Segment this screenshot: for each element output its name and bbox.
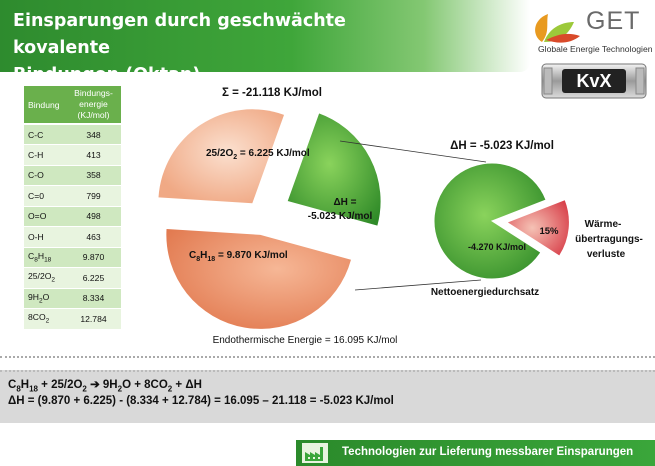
bond-name-cell: 25/2O2 (24, 267, 66, 289)
table-row: 9H2O 8.334 (24, 288, 121, 309)
slice-label-loss: 15% (539, 226, 559, 237)
pie-slice-loss (507, 200, 569, 256)
chart2-title: ΔH = -5.023 KJ/mol (450, 140, 554, 152)
table-row: 8CO2 12.784 (24, 308, 121, 330)
slice-label-dh-line1: ΔH = (333, 197, 356, 208)
pie-slice-o2 (158, 109, 285, 204)
kvx-badge-label: KvX (576, 71, 611, 91)
bond-name-cell: O=O (24, 206, 66, 227)
factory-icon (302, 443, 328, 463)
slice-label-octane: C8H18 = 9.870 KJ/mol (189, 250, 288, 263)
side-label-line1: Wärme- (585, 219, 622, 230)
bond-energy-cell: 498 (66, 206, 121, 227)
bond-energy-cell: 12.784 (66, 308, 121, 330)
table-row: C-O 358 (24, 165, 121, 186)
table-row: 25/2O2 6.225 (24, 267, 121, 289)
table-row: C=0 799 (24, 185, 121, 207)
bond-energy-cell: 8.334 (66, 288, 121, 309)
chart1-caption: Endothermische Energie = 16.095 KJ/mol (213, 335, 398, 346)
bond-energy-table: Bindung Bindungs- energie (KJ/mol) C-C 34… (24, 86, 121, 330)
bond-name-cell: C-C (24, 124, 66, 145)
pie-slice-net (433, 162, 547, 280)
bond-name-cell: C-O (24, 165, 66, 186)
bond-table-body: C-C 348 C-H 413 C-O 358 C=0 799 O=O 498 O-H 463 C8H1… (24, 124, 121, 330)
footer-bar: Technologien zur Lieferung messbarer Ein… (296, 440, 655, 466)
connector-line-top (339, 140, 487, 163)
pie-slice-octane (166, 228, 352, 329)
bond-name-cell: C-H (24, 144, 66, 166)
page-title: Einsparungen durch geschwächte kovalente… (13, 8, 433, 89)
bond-name-cell: 9H2O (24, 288, 66, 309)
get-leaf-logo-icon (535, 14, 580, 43)
table-header-row: Bindung Bindungs- energie (KJ/mol) (24, 86, 121, 125)
table-row: O=O 498 (24, 206, 121, 227)
side-label-line2: übertragungs- (575, 234, 643, 245)
slice-label-net: -4.270 KJ/mol (468, 242, 526, 252)
bond-energy-cell: 9.870 (66, 247, 121, 268)
logo-brand: GET (586, 7, 641, 35)
kvx-badge-icon: KvX (541, 63, 647, 99)
energy-pie-charts: Σ = -21.118 KJ/mol 25/2O2 = 6.225 KJ/mol… (158, 87, 643, 346)
table-row: O-H 463 (24, 226, 121, 248)
column-header-energy: Bindungs- energie (KJ/mol) (66, 86, 121, 125)
table-row: C-H 413 (24, 144, 121, 166)
title-line-1: Einsparungen durch geschwächte kovalente (13, 11, 346, 58)
slice-label-o2: 25/2O2 = 6.225 KJ/mol (206, 148, 310, 161)
bond-name-cell: O-H (24, 226, 66, 248)
chart2-caption: Nettoenergiedurchsatz (431, 287, 539, 298)
footer-label: Technologien zur Lieferung messbarer Ein… (342, 446, 634, 458)
bond-energy-cell: 348 (66, 124, 121, 145)
formula-box (0, 370, 655, 423)
enthalpy-equation: ΔH = (9.870 + 6.225) - (8.334 + 12.784) … (8, 395, 394, 407)
table-row: C8H18 9.870 (24, 247, 121, 268)
bond-energy-cell: 799 (66, 185, 121, 207)
bond-energy-cell: 358 (66, 165, 121, 186)
bond-name-cell: C8H18 (24, 247, 66, 268)
bond-energy-cell: 6.225 (66, 267, 121, 289)
chart1-title: Σ = -21.118 KJ/mol (222, 87, 322, 99)
table-row: C-C 348 (24, 124, 121, 145)
column-header-bond: Bindung (24, 86, 66, 125)
bond-energy-cell: 413 (66, 144, 121, 166)
slice-label-dh-line2: -5.023 KJ/mol (308, 211, 373, 222)
reaction-equation: C8H18 + 25/2O2 ➔ 9H2O + 8CO2 + ΔH (8, 379, 202, 394)
side-label-line3: verluste (587, 249, 626, 260)
logo-subtitle: Globale Energie Technologien (538, 44, 653, 54)
bond-energy-cell: 463 (66, 226, 121, 248)
separator-line (0, 356, 655, 358)
connector-line-bottom (354, 279, 482, 291)
pie-slice-dh (286, 112, 382, 227)
title-banner (0, 0, 530, 72)
bond-name-cell: C=0 (24, 185, 66, 207)
title-line-2: Bindungen (Oktan) (13, 65, 201, 85)
bond-name-cell: 8CO2 (24, 308, 66, 330)
